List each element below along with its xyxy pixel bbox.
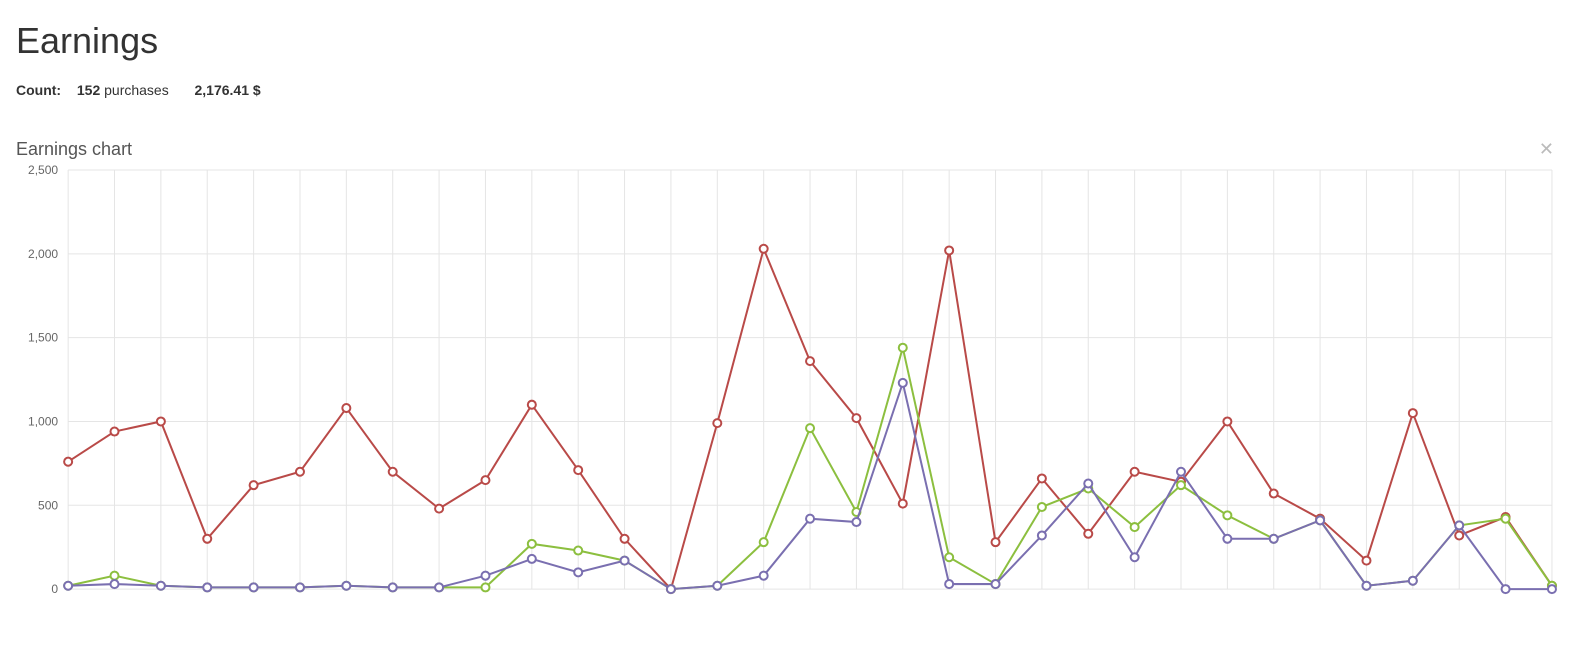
chart-point xyxy=(1038,474,1046,482)
svg-text:0: 0 xyxy=(51,582,58,595)
chart-point xyxy=(481,476,489,484)
chart-point xyxy=(110,580,118,588)
chart-point xyxy=(992,538,1000,546)
chart-point xyxy=(1223,511,1231,519)
chart-point xyxy=(1502,515,1510,523)
chart-point xyxy=(203,535,211,543)
chart-point xyxy=(1038,531,1046,539)
chart-point xyxy=(296,583,304,591)
chart-point xyxy=(760,538,768,546)
count-unit: purchases xyxy=(104,82,169,98)
svg-text:500: 500 xyxy=(38,498,58,512)
chart-point xyxy=(1548,585,1556,593)
page-title: Earnings xyxy=(16,20,1560,62)
chart-point xyxy=(1455,521,1463,529)
chart-point xyxy=(250,583,258,591)
chart-point xyxy=(574,466,582,474)
chart-point xyxy=(713,419,721,427)
chart-point xyxy=(1455,531,1463,539)
chart-point xyxy=(899,344,907,352)
chart-point xyxy=(296,468,304,476)
chart-point xyxy=(621,535,629,543)
chart-title: Earnings chart xyxy=(16,139,132,160)
svg-text:1,000: 1,000 xyxy=(28,414,58,428)
chart-point xyxy=(852,414,860,422)
chart-point xyxy=(64,582,72,590)
chart-point xyxy=(64,458,72,466)
chart-point xyxy=(945,580,953,588)
chart-point xyxy=(250,481,258,489)
chart-point xyxy=(899,379,907,387)
chart-point xyxy=(1270,490,1278,498)
chart-point xyxy=(667,585,675,593)
chart-point xyxy=(621,557,629,565)
chart-point xyxy=(157,417,165,425)
chart-point xyxy=(481,572,489,580)
svg-text:2,500: 2,500 xyxy=(28,164,58,177)
chart-point xyxy=(1131,553,1139,561)
chart-point xyxy=(899,500,907,508)
svg-text:1,500: 1,500 xyxy=(28,331,58,345)
chart-point xyxy=(945,246,953,254)
chart-point xyxy=(528,555,536,563)
chart-point xyxy=(1409,409,1417,417)
chart-point xyxy=(389,583,397,591)
chart-point xyxy=(157,582,165,590)
chart-point xyxy=(1409,577,1417,585)
chart-point xyxy=(852,518,860,526)
chart-point xyxy=(1084,479,1092,487)
chart-point xyxy=(1223,417,1231,425)
chart-point xyxy=(1502,585,1510,593)
chart-point xyxy=(992,580,1000,588)
count-value: 152 xyxy=(77,82,100,98)
close-icon[interactable]: ✕ xyxy=(1533,138,1560,160)
chart-point xyxy=(342,404,350,412)
chart-point xyxy=(760,245,768,253)
chart-point xyxy=(1223,535,1231,543)
chart-point xyxy=(203,583,211,591)
chart-point xyxy=(435,583,443,591)
chart-point xyxy=(574,547,582,555)
svg-text:2,000: 2,000 xyxy=(28,247,58,261)
chart-point xyxy=(806,424,814,432)
chart-point xyxy=(1084,530,1092,538)
chart-point xyxy=(342,582,350,590)
chart-point xyxy=(1316,516,1324,524)
chart-point xyxy=(806,357,814,365)
summary-row: Count: 152 purchases 2,176.41 $ xyxy=(16,82,1560,98)
chart-point xyxy=(713,582,721,590)
chart-point xyxy=(1177,468,1185,476)
chart-point xyxy=(1131,523,1139,531)
chart-point xyxy=(528,540,536,548)
chart-point xyxy=(1270,535,1278,543)
chart-point xyxy=(760,572,768,580)
chart-point xyxy=(1362,582,1370,590)
chart-point xyxy=(945,553,953,561)
chart-point xyxy=(110,572,118,580)
total-amount: 2,176.41 $ xyxy=(195,82,261,98)
chart-point xyxy=(110,428,118,436)
earnings-chart: 0 500 1,000 1,500 2,000 2,500 xyxy=(16,164,1560,595)
chart-point xyxy=(1131,468,1139,476)
chart-point xyxy=(1177,481,1185,489)
chart-point xyxy=(1362,557,1370,565)
chart-point xyxy=(528,401,536,409)
chart-point xyxy=(1038,503,1046,511)
chart-point xyxy=(435,505,443,513)
chart-point xyxy=(574,568,582,576)
chart-point xyxy=(389,468,397,476)
count-label: Count: xyxy=(16,82,61,98)
chart-point xyxy=(481,583,489,591)
chart-point xyxy=(806,515,814,523)
